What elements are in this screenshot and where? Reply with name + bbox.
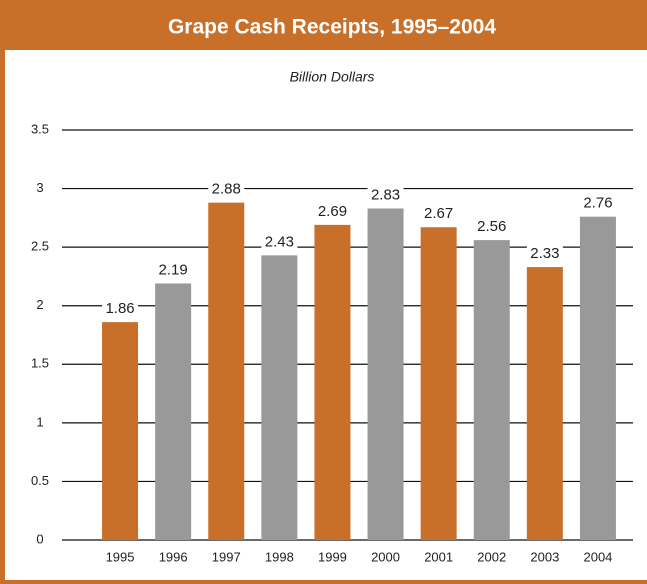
value-label: 2.43 [265, 233, 294, 250]
chart-subtitle: Billion Dollars [290, 69, 375, 85]
x-tick-label: 2003 [530, 549, 559, 564]
bar [314, 224, 351, 540]
bar [579, 216, 616, 540]
y-tick-label: 0.5 [31, 473, 49, 488]
bar [102, 322, 139, 540]
x-tick-label: 2002 [477, 549, 506, 564]
value-label: 2.83 [371, 186, 400, 203]
y-tick-label: 1 [36, 414, 43, 429]
chart-title: Grape Cash Receipts, 1995–2004 [168, 16, 496, 39]
bar [473, 240, 510, 540]
value-label: 2.56 [477, 218, 506, 235]
x-tick-label: 2001 [424, 549, 453, 564]
value-label: 2.88 [212, 181, 241, 198]
bar [367, 208, 404, 540]
value-label-bg [420, 205, 457, 223]
x-tick-label: 1999 [318, 549, 347, 564]
header-bar [0, 0, 647, 50]
bar [155, 283, 192, 540]
value-label-bg [473, 218, 510, 236]
x-tick-label: 1997 [212, 549, 241, 564]
value-label-bg [579, 194, 616, 212]
value-label-bg [155, 261, 192, 279]
x-tick-label: 1998 [265, 549, 294, 564]
left-border [0, 50, 5, 584]
value-label: 2.76 [583, 195, 612, 212]
value-label-bg [526, 245, 563, 263]
value-label: 2.33 [530, 245, 559, 262]
value-label-bg [261, 233, 298, 251]
y-tick-label: 3 [36, 180, 43, 195]
y-tick-label: 2 [36, 297, 43, 312]
x-tick-label: 1996 [159, 549, 188, 564]
bar [420, 227, 457, 540]
bar [208, 202, 245, 540]
x-tick-label: 1995 [106, 549, 135, 564]
x-tick-label: 2000 [371, 549, 400, 564]
value-label-bg [102, 300, 139, 318]
y-tick-label: 3.5 [31, 121, 49, 136]
y-tick-label: 0 [36, 531, 43, 546]
value-label: 2.69 [318, 203, 347, 220]
bar [261, 255, 298, 541]
y-tick-label: 2.5 [31, 239, 49, 254]
y-tick-label: 1.5 [31, 356, 49, 371]
value-label: 1.86 [105, 300, 134, 317]
value-label-bg [208, 180, 245, 198]
value-label: 2.67 [424, 205, 453, 222]
x-tick-label: 2004 [583, 549, 612, 564]
value-label-bg [367, 186, 404, 204]
value-label-bg [314, 202, 351, 220]
value-label: 2.19 [159, 261, 188, 278]
bar [526, 267, 563, 540]
bottom-border [0, 580, 647, 584]
